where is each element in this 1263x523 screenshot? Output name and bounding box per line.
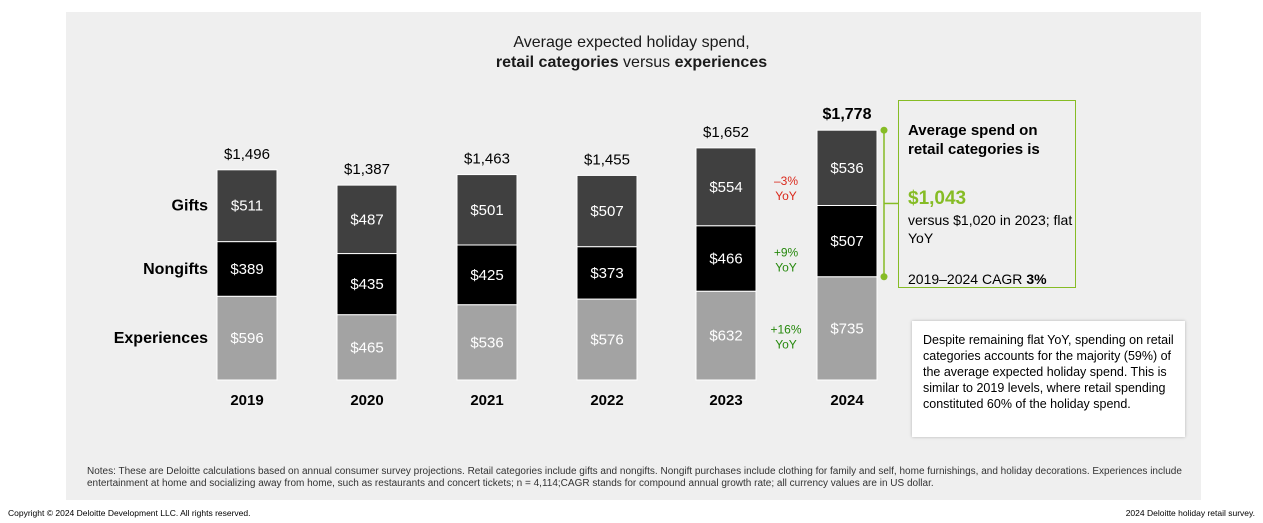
label-gifts-2020: $487 — [350, 211, 383, 228]
insight-note-text: Despite remaining flat YoY, spending on … — [923, 333, 1174, 411]
label-nongifts-2019: $389 — [230, 261, 263, 278]
series-label-nongifts: Nongifts — [143, 261, 208, 278]
label-experiences-2024: $735 — [830, 320, 863, 337]
label-gifts-2022: $507 — [590, 203, 623, 220]
callout-cagr: 2019–2024 CAGR 3% — [908, 271, 1047, 287]
label-gifts-2021: $501 — [470, 202, 503, 219]
series-label-gifts: Gifts — [172, 198, 209, 215]
callout-value: $1,043 — [908, 188, 967, 209]
label-nongifts-2024: $507 — [830, 233, 863, 250]
bar-gifts-2024 — [816, 129, 878, 206]
label-experiences-2021: $536 — [470, 334, 503, 351]
bar-experiences-2020 — [336, 314, 398, 381]
label-experiences-2023: $632 — [709, 328, 742, 345]
total-label-2022: $1,455 — [584, 151, 630, 168]
yoy-gifts-label: YoY — [775, 189, 797, 203]
series-label-experiences: Experiences — [114, 330, 208, 347]
x-tick-2019: 2019 — [230, 392, 263, 409]
x-tick-2021: 2021 — [470, 392, 503, 409]
bar-nongifts-2019 — [216, 241, 278, 297]
total-label-2023: $1,652 — [703, 124, 749, 141]
bar-nongifts-2023 — [695, 225, 757, 292]
callout-sub: versus $1,020 in 2023; flat YoY — [908, 212, 1073, 246]
copyright: Copyright © 2024 Deloitte Development LL… — [8, 508, 251, 518]
insight-note-box: Despite remaining flat YoY, spending on … — [912, 321, 1185, 437]
yoy-gifts-pct: –3% — [774, 174, 798, 188]
label-gifts-2024: $536 — [830, 160, 863, 177]
callout-cagr-value: 3% — [1026, 271, 1047, 287]
retail-bracket-bottom-dot — [880, 273, 888, 281]
bar-nongifts-2024 — [816, 204, 878, 278]
yoy-experiences-pct: +16% — [770, 323, 801, 337]
chart-title-bold1: retail categories — [495, 54, 619, 71]
total-label-2020: $1,387 — [344, 161, 390, 178]
x-tick-2020: 2020 — [350, 392, 383, 409]
label-nongifts-2023: $466 — [709, 250, 742, 267]
label-nongifts-2021: $425 — [470, 267, 503, 284]
callout-cagr-text: 2019–2024 CAGR — [908, 271, 1027, 287]
bar-gifts-2019 — [216, 169, 278, 243]
total-label-2021: $1,463 — [464, 151, 510, 168]
label-nongifts-2020: $435 — [350, 276, 383, 293]
label-experiences-2019: $596 — [230, 330, 263, 347]
x-tick-2024: 2024 — [830, 392, 864, 409]
yoy-nongifts-pct: +9% — [774, 245, 799, 259]
label-gifts-2019: $511 — [231, 198, 263, 215]
chart-title-mid: versus — [618, 54, 675, 71]
bar-experiences-2024 — [816, 276, 878, 381]
bar-nongifts-2021 — [456, 244, 518, 306]
x-tick-2022: 2022 — [590, 392, 623, 409]
yoy-nongifts-label: YoY — [775, 260, 797, 274]
label-experiences-2020: $465 — [350, 339, 383, 356]
bar-gifts-2021 — [456, 174, 518, 246]
bar-gifts-2020 — [336, 184, 398, 255]
bar-experiences-2022 — [576, 298, 638, 381]
bar-gifts-2022 — [576, 174, 638, 248]
total-label-2024: $1,778 — [823, 106, 872, 123]
chart-title-line1: Average expected holiday spend, — [513, 34, 750, 51]
bar-gifts-2023 — [695, 147, 757, 227]
chart-title: Average expected holiday spend, retail c… — [0, 33, 1263, 73]
footnotes: Notes: These are Deloitte calculations b… — [87, 466, 1182, 489]
callout-heading: Average spend on retail categories is — [908, 122, 1040, 158]
total-label-2019: $1,496 — [224, 146, 270, 163]
x-tick-2023: 2023 — [709, 392, 742, 409]
bar-experiences-2023 — [695, 290, 757, 381]
yoy-experiences-label: YoY — [775, 338, 797, 352]
retail-spend-callout: Average spend on retail categories is $1… — [898, 100, 1076, 288]
chart-title-bold2: experiences — [674, 54, 768, 71]
label-gifts-2023: $554 — [709, 179, 742, 196]
survey-source: 2024 Deloitte holiday retail survey. — [1125, 508, 1255, 518]
retail-bracket-top-dot — [880, 126, 888, 134]
label-nongifts-2022: $373 — [590, 265, 623, 282]
label-experiences-2022: $576 — [590, 332, 623, 349]
